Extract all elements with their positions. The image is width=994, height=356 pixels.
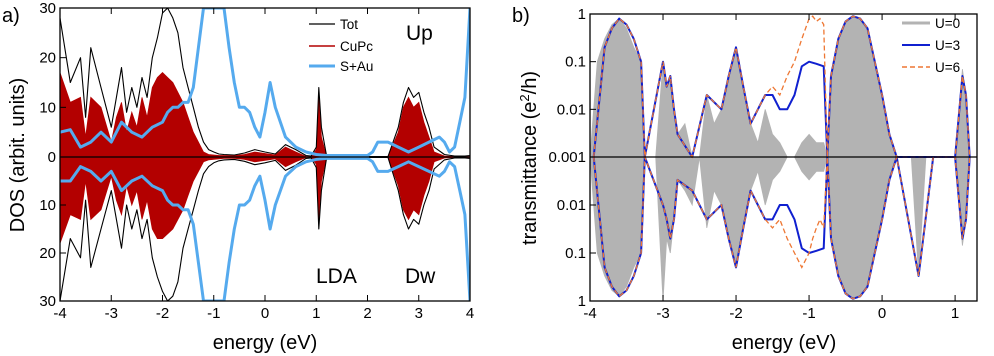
panel-b-xtick-label: 0 <box>878 305 886 322</box>
panel-a-ytick-label-down: 30 <box>39 293 56 310</box>
panel-b-ytick-label-up: 0.001 <box>548 149 586 166</box>
panel-a-series-tot-down <box>60 156 470 301</box>
panel-b-ytick-label-up: 0.1 <box>565 54 586 71</box>
legend-label-sau: S+Au <box>340 59 373 74</box>
panel-b-xtick-label: -1 <box>802 305 815 322</box>
panel-b-plot-area <box>590 15 977 301</box>
panel-a-legend: Tot CuPc S+Au <box>309 17 373 74</box>
panel-b-ticks: -4 -3 -2 -1 0 1 0.001 0.01 0.1 1 0.01 0.1 1 <box>548 6 959 322</box>
panel-b-ytick-label-up: 0.01 <box>557 101 586 118</box>
panel-b-ytick-label-down: 1 <box>578 293 586 310</box>
legend-label-cupc: CuPc <box>340 39 373 54</box>
panel-a-series-s-au-up <box>60 8 470 157</box>
panel-a-xtick-label: -1 <box>207 305 220 322</box>
legend-label-u0: U=0 <box>935 16 960 31</box>
panel-a-series-cupc-down <box>60 156 470 244</box>
panel-b-ylabel-sup: 2 <box>517 94 532 101</box>
panel-b-series-u-6-up <box>593 15 971 159</box>
panel-b-ytick-label-up: 1 <box>578 6 586 23</box>
panel-b-xtick-label: -4 <box>583 305 596 322</box>
panel-a-ytick-label-down: 10 <box>39 197 56 214</box>
legend-label-u3: U=3 <box>935 38 960 53</box>
panel-b-xlabel: energy (eV) <box>732 332 837 354</box>
annotation-dw: Dw <box>405 265 436 288</box>
panel-b-xtick-label: 1 <box>951 305 959 322</box>
panel-a-xtick-label: -4 <box>53 305 66 322</box>
legend-label-tot: Tot <box>340 17 358 32</box>
panel-a-xtick-label: 0 <box>261 305 269 322</box>
panel-a-xtick-label: 4 <box>466 305 474 322</box>
panel-b-xtick-label: -3 <box>656 305 669 322</box>
panel-a-xlabel: energy (eV) <box>213 332 318 354</box>
panel-a-label: a) <box>2 5 20 27</box>
panel-b-ylabel-main: transmittance (e <box>519 102 541 245</box>
annotation-up: Up <box>406 22 433 45</box>
panel-b-series-u-3-up <box>592 15 971 158</box>
panel-a-xtick-label: -3 <box>105 305 118 322</box>
panel-a-ylabel: DOS (arbit. units) <box>7 78 29 232</box>
panel-a-ytick-label-up: 0 <box>48 149 56 166</box>
panel-a-xtick-label: 2 <box>363 305 371 322</box>
panel-b-series-u-6-down <box>593 156 971 300</box>
panel-a-xtick-label: 3 <box>415 305 423 322</box>
panel-a-ytick-label-down: 20 <box>39 245 56 262</box>
panel-b-ylabel-tail: /h) <box>519 71 541 94</box>
legend-label-u6: U=6 <box>935 60 960 75</box>
panel-a-ytick-label-up: 10 <box>39 99 56 116</box>
panel-b-ytick-label-down: 0.01 <box>557 197 586 214</box>
panel-a-series-tot-up <box>60 8 470 158</box>
panel-a-series-cupc-up <box>60 72 470 158</box>
panel-b-ytick-label-down: 0.1 <box>565 245 586 262</box>
panel-b-ylabel: transmittance (e2/h) <box>517 71 541 245</box>
panel-a-plot-area <box>60 8 470 301</box>
panel-a-ytick-label-up: 20 <box>39 50 56 67</box>
annotation-lda: LDA <box>316 265 357 288</box>
panel-b-label: b) <box>512 5 530 27</box>
panel-b-legend: U=0 U=3 U=6 <box>902 16 960 75</box>
panel-b-transmittance-chart: -4 -3 -2 -1 0 1 0.001 0.01 0.1 1 0.01 0.1 1 energy (… <box>517 6 978 354</box>
panel-b-xtick-label: -2 <box>729 305 742 322</box>
panel-a-xtick-label: 1 <box>312 305 320 322</box>
panel-a-xtick-label: -2 <box>156 305 169 322</box>
panel-a-ytick-label-up: 30 <box>39 0 56 17</box>
panel-a-series-s-au-down <box>60 156 470 301</box>
panel-a-ticks: -4 -3 -2 -1 0 1 2 3 4 0 10 20 30 10 20 30 <box>39 0 474 322</box>
panel-a-dos-chart: -4 -3 -2 -1 0 1 2 3 4 0 10 20 30 10 20 30 energy (eV) D… <box>7 0 474 354</box>
